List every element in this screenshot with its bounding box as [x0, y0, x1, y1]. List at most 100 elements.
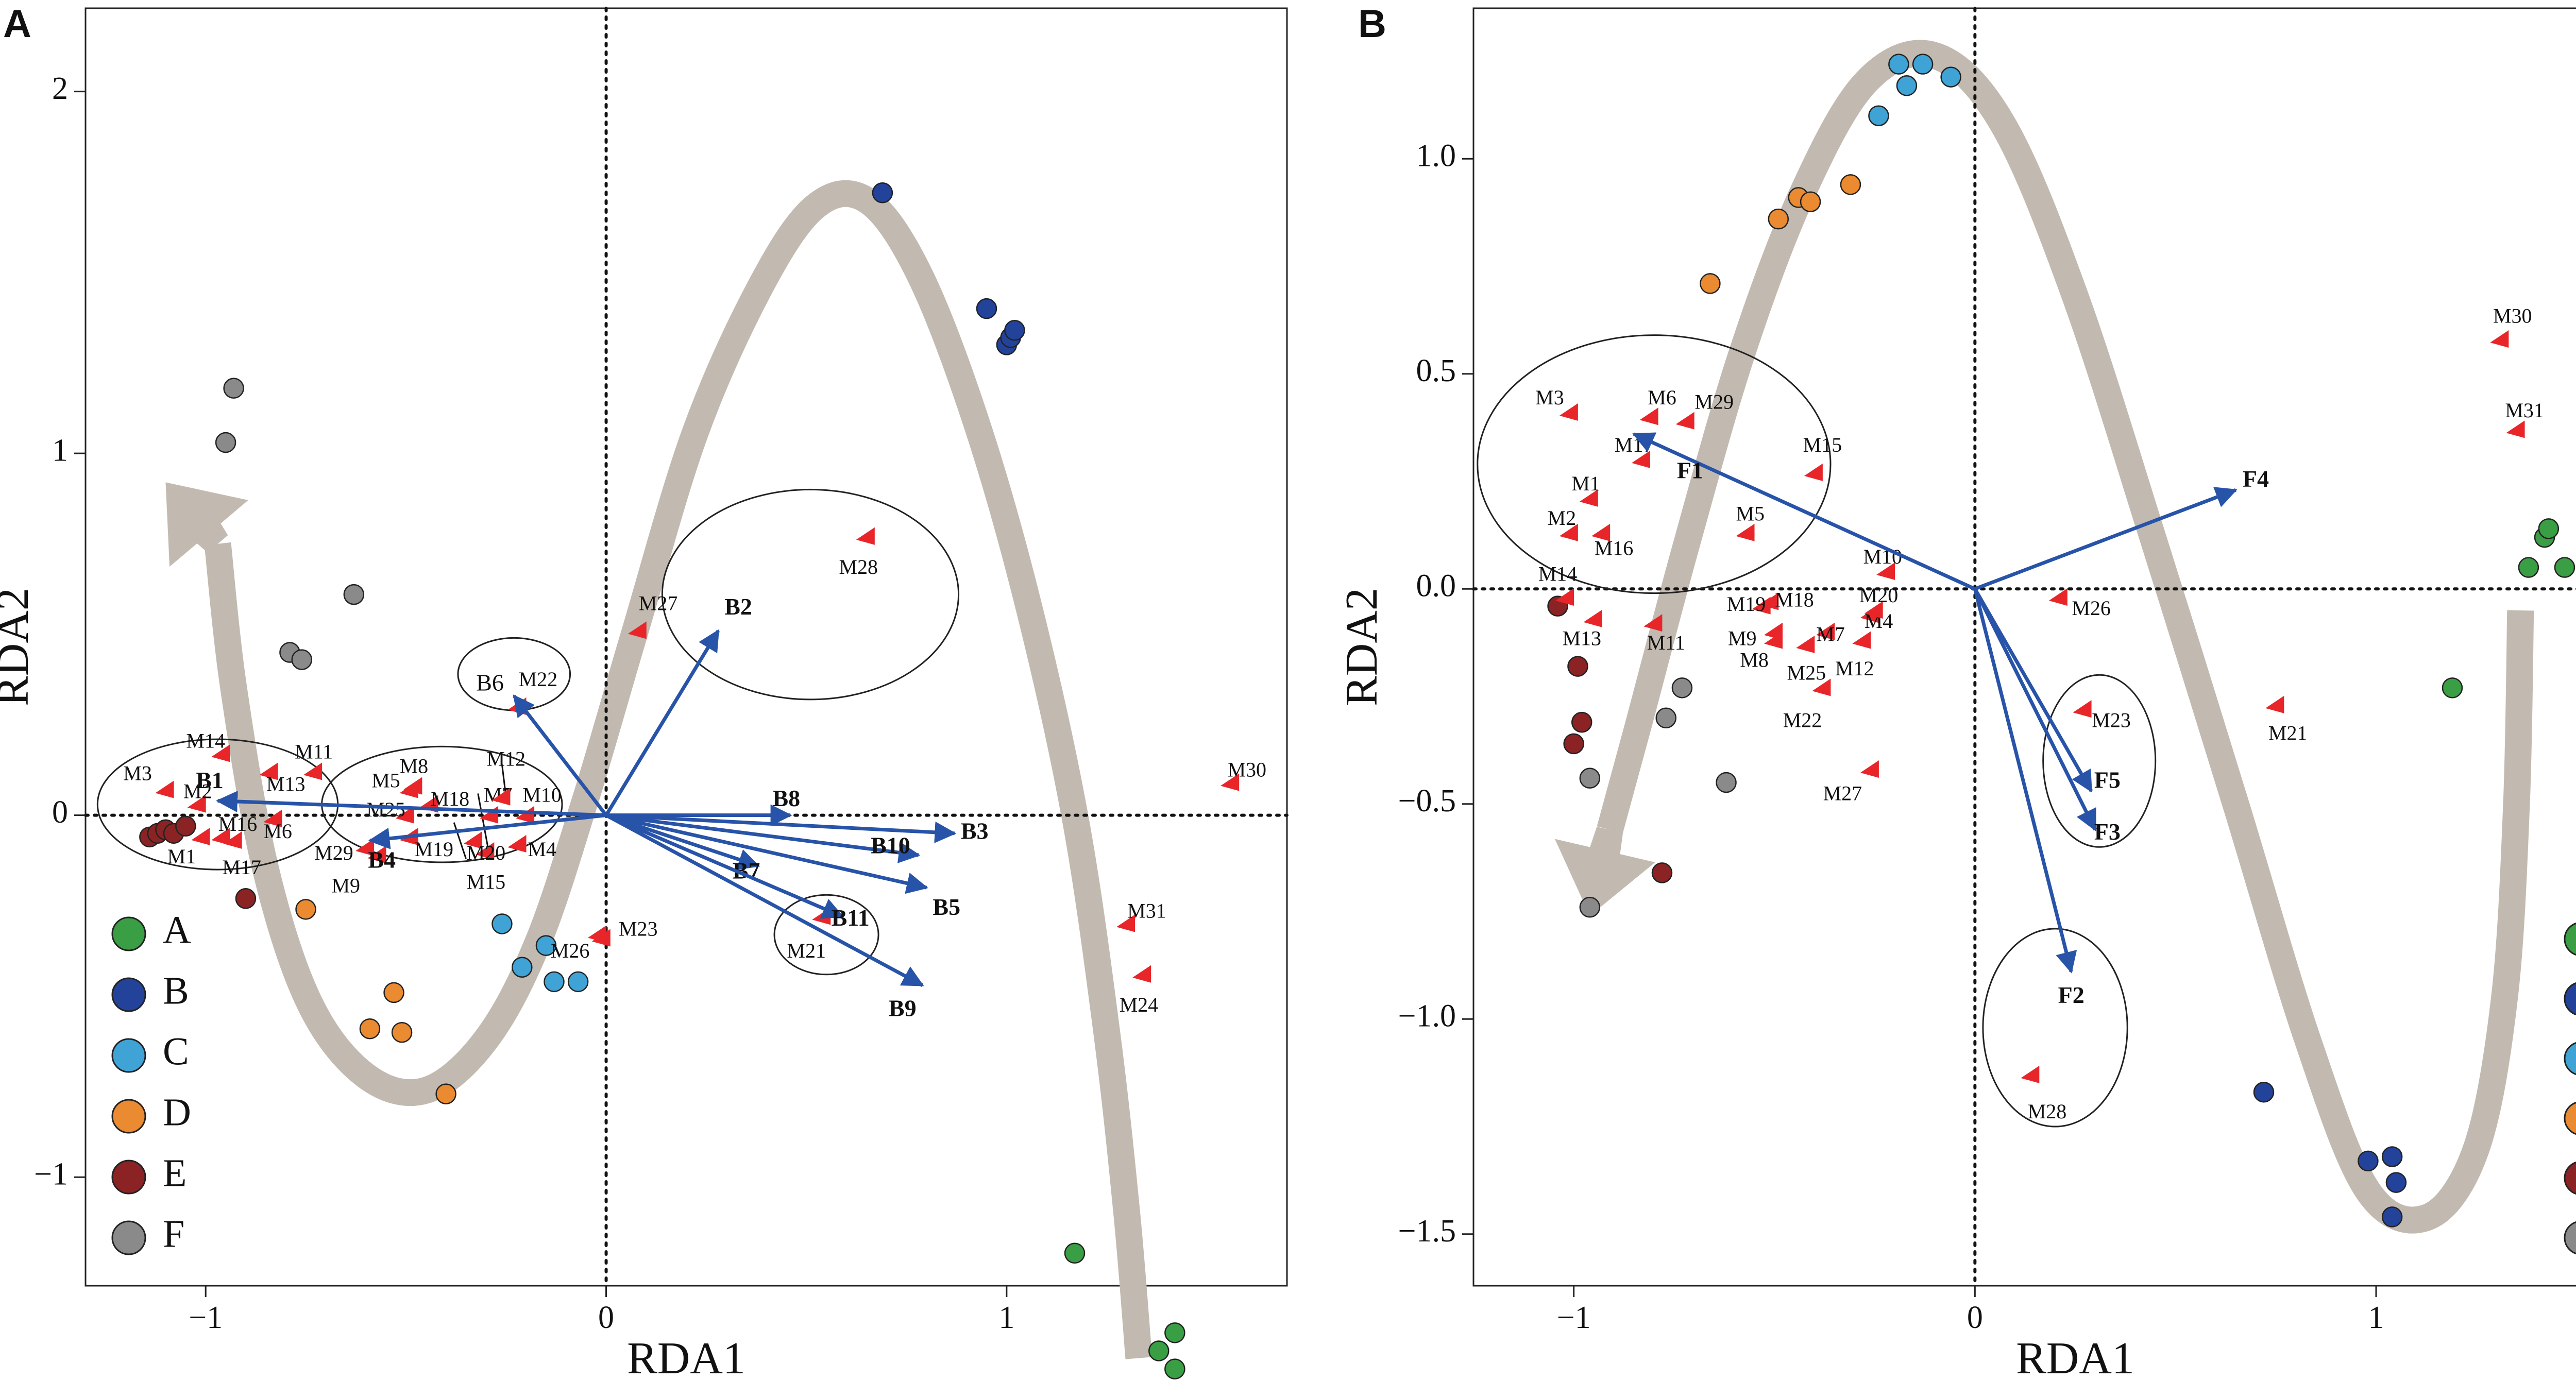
- marker-label: M15: [467, 870, 506, 893]
- marker-triangle: [403, 777, 422, 795]
- marker-label: M17: [1615, 433, 1654, 456]
- legend-label: D: [163, 1091, 191, 1134]
- sample-point-d: [359, 1018, 381, 1040]
- marker-triangle: [492, 788, 511, 806]
- marker-triangle: [1632, 450, 1651, 468]
- marker-triangle: [2048, 588, 2067, 606]
- marker-triangle: [1579, 489, 1598, 507]
- legend-label: B: [163, 969, 189, 1012]
- vector-label: B10: [871, 832, 910, 858]
- marker-label: M30: [2493, 304, 2532, 327]
- y-tick-label: 1.0: [1416, 138, 1456, 173]
- trend-curve: [1597, 40, 2534, 1234]
- legend-label: F: [163, 1212, 184, 1255]
- marker-triangle: [1860, 760, 1879, 778]
- vector-arrow: [1973, 588, 2093, 793]
- sample-point-c: [492, 913, 513, 934]
- marker-triangle: [2073, 700, 2092, 718]
- marker-label: M8: [400, 755, 429, 778]
- marker-label: M9: [331, 874, 360, 897]
- sample-point-c: [567, 971, 589, 993]
- vector-label: B6: [476, 669, 504, 695]
- group-ellipse: [2042, 674, 2157, 848]
- marker-triangle: [1591, 523, 1611, 541]
- sample-point-a: [2442, 677, 2463, 698]
- marker-label: M28: [2028, 1100, 2067, 1123]
- marker-label: M15: [1803, 433, 1842, 456]
- sample-point-f: [1655, 707, 1677, 729]
- vector-label: B9: [889, 995, 917, 1021]
- sample-point-a: [2554, 557, 2575, 578]
- x-tick-label: 0: [1967, 1300, 1983, 1335]
- x-tick-label: 1: [998, 1300, 1014, 1335]
- marker-triangle: [1796, 635, 1815, 653]
- marker-label: M4: [528, 838, 556, 861]
- legend-swatch-c: [2564, 1042, 2576, 1075]
- marker-label: M3: [1535, 386, 1564, 409]
- marker-triangle: [211, 827, 230, 845]
- marker-triangle: [1132, 965, 1151, 983]
- legend-swatch-f: [111, 1220, 146, 1255]
- marker-triangle: [1864, 601, 1883, 619]
- marker-label: M3: [123, 762, 152, 785]
- legend-swatch-e: [2564, 1162, 2576, 1195]
- marker-label: M31: [2505, 399, 2544, 422]
- sample-point-f: [343, 584, 365, 605]
- vector-label: B11: [832, 905, 870, 931]
- sample-point-c: [1868, 105, 1889, 127]
- sample-point-a: [1164, 1358, 1185, 1379]
- sample-point-d: [1768, 208, 1789, 230]
- marker-label: M18: [1775, 588, 1814, 611]
- sample-point-e: [1567, 656, 1588, 677]
- legend-label: C: [163, 1030, 189, 1073]
- marker-triangle: [263, 809, 282, 827]
- legend-swatch-b: [111, 977, 146, 1012]
- marker-label: M26: [2072, 597, 2111, 620]
- sample-point-e: [1651, 862, 1673, 883]
- marker-triangle: [1555, 588, 1574, 606]
- panel-letter: A: [3, 2, 31, 46]
- x-tick-label: −1: [189, 1300, 223, 1335]
- marker-label: M20: [1859, 584, 1899, 607]
- legend-swatch-f: [2564, 1221, 2576, 1254]
- marker-label: M22: [1783, 708, 1822, 731]
- vector-arrow: [512, 694, 608, 816]
- marker-triangle: [1736, 523, 1755, 541]
- marker-label: M8: [1740, 648, 1769, 671]
- marker-label: M25: [366, 798, 405, 821]
- legend-swatch-e: [111, 1160, 146, 1195]
- x-tick-label: 0: [598, 1300, 614, 1335]
- sample-point-c: [1940, 66, 1961, 88]
- marker-label: M5: [371, 769, 400, 792]
- sample-point-a: [1064, 1242, 1086, 1264]
- marker-label: M7: [1816, 622, 1845, 645]
- group-ellipse: [773, 894, 879, 976]
- sample-point-c: [1896, 75, 1918, 96]
- marker-label: M6: [263, 820, 292, 843]
- marker-triangle: [507, 834, 527, 853]
- y-tick-label: −1.0: [1398, 999, 1456, 1034]
- marker-label: M29: [314, 841, 353, 864]
- legend-swatch-a: [111, 916, 146, 951]
- sample-point-b: [2381, 1206, 2403, 1228]
- marker-triangle: [395, 806, 414, 824]
- panel-b: BM1M2M3M4M5M6M7M8M9M10M11M12M13M14M15M16…: [1337, 2, 2576, 1380]
- sample-point-f: [1671, 677, 1693, 698]
- vector-arrow: [606, 813, 921, 863]
- legend-swatch-a: [2564, 923, 2576, 956]
- marker-triangle: [628, 621, 647, 639]
- marker-triangle: [591, 929, 611, 947]
- marker-triangle: [2490, 330, 2509, 348]
- marker-label: M24: [1120, 993, 1159, 1016]
- sample-point-d: [1800, 191, 1821, 213]
- vector-arrow: [1973, 588, 2097, 832]
- y-tick-label: 0.5: [1416, 353, 1456, 388]
- marker-triangle: [1812, 678, 1831, 696]
- legend-swatch-d: [2564, 1102, 2576, 1135]
- y-tick-label: 0: [52, 795, 68, 830]
- legend-swatch-d: [111, 1099, 146, 1134]
- marker-label: M28: [839, 555, 878, 578]
- sample-point-d: [295, 899, 316, 920]
